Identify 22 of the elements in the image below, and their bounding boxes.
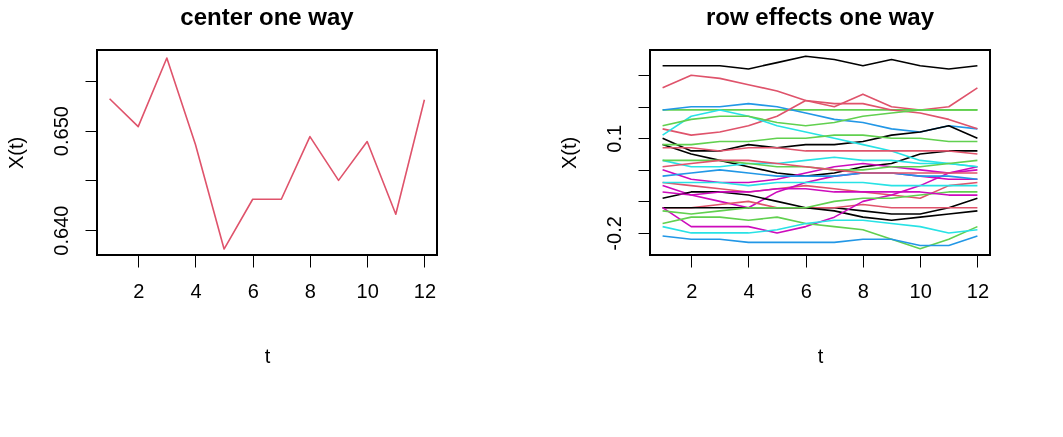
x-tick-label: 6: [800, 279, 812, 302]
x-tick-label: 2: [133, 279, 145, 302]
x-tick-label: 4: [190, 279, 202, 302]
chart-title: row effects one way: [705, 3, 935, 30]
x-tick-label: 10: [356, 279, 379, 302]
x-tick-label: 6: [247, 279, 259, 302]
x-tick-label: 12: [966, 279, 990, 302]
y-axis-title: X(t): [557, 136, 580, 170]
y-tick-label: 0.640: [49, 205, 72, 256]
x-tick-label: 12: [413, 279, 437, 302]
y-tick-label: 0.1: [602, 124, 625, 153]
y-tick-label: 0.650: [49, 106, 72, 157]
y-axis-title: X(t): [4, 136, 27, 170]
x-tick-label: 2: [686, 279, 698, 302]
x-tick-label: 4: [743, 279, 755, 302]
chart-title: center one way: [180, 3, 355, 30]
x-axis-title: t: [264, 344, 271, 367]
x-tick-label: 10: [909, 279, 932, 302]
x-tick-label: 8: [857, 279, 869, 302]
x-axis-title: t: [817, 344, 824, 367]
x-tick-label: 8: [304, 279, 316, 302]
y-tick-label: -0.2: [602, 216, 625, 251]
